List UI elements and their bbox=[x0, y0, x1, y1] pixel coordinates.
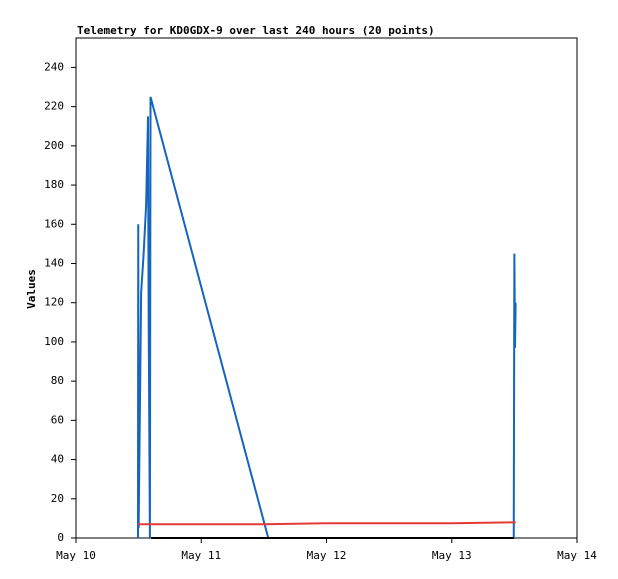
x-tick-label: May 13 bbox=[432, 549, 472, 562]
series-line bbox=[136, 96, 517, 539]
x-tick-label: May 10 bbox=[56, 549, 96, 562]
y-tick-label: 20 bbox=[51, 492, 64, 505]
y-tick-label: 40 bbox=[51, 453, 64, 466]
y-tick-label: 0 bbox=[57, 531, 64, 544]
y-tick-label: 60 bbox=[51, 413, 64, 426]
y-tick-label: 140 bbox=[44, 256, 64, 269]
y-tick-label: 100 bbox=[44, 335, 64, 348]
y-tick-label: 180 bbox=[44, 178, 64, 191]
y-tick-label: 80 bbox=[51, 374, 64, 387]
y-tick-label: 200 bbox=[44, 139, 64, 152]
x-tick-label: May 14 bbox=[557, 549, 597, 562]
series-line bbox=[137, 521, 516, 526]
y-axis-label: Values bbox=[25, 269, 38, 309]
y-tick-label: 120 bbox=[44, 296, 64, 309]
x-tick-label: May 12 bbox=[307, 549, 347, 562]
y-tick-label: 160 bbox=[44, 217, 64, 230]
y-tick-label: 240 bbox=[44, 60, 64, 73]
y-tick-label: 220 bbox=[44, 100, 64, 113]
x-tick-label: May 11 bbox=[181, 549, 221, 562]
chart-title: Telemetry for KD0GDX-9 over last 240 hou… bbox=[77, 24, 435, 37]
